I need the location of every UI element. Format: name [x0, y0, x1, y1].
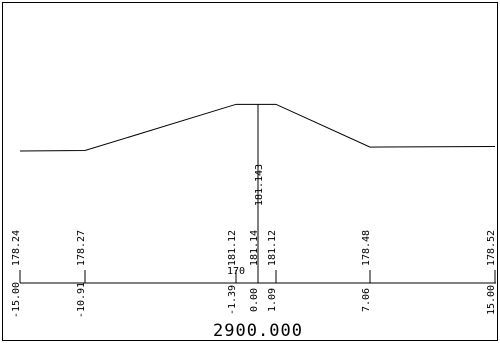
centerline-elevation-label: 181.143 — [254, 164, 265, 206]
elevation-label: 181.12 — [227, 230, 238, 266]
offset-label: 0.00 — [249, 288, 260, 312]
offset-label: 15.00 — [486, 285, 497, 315]
offset-label: 7.06 — [361, 288, 372, 312]
station-ticks: 178.24 -15.00 178.27 -10.91 181.12 -1.39 181.1… — [11, 230, 497, 318]
elevation-label: 181.12 — [267, 230, 278, 266]
offset-label: 1.09 — [267, 288, 278, 312]
offset-label: -1.39 — [227, 285, 238, 315]
offset-label: -10.91 — [76, 282, 87, 318]
offset-label: -15.00 — [11, 282, 22, 318]
elevation-label: 178.27 — [76, 230, 87, 266]
station-label: 2900.000 — [213, 321, 303, 341]
elevation-label: 178.48 — [361, 230, 372, 266]
elevation-label: 178.52 — [486, 230, 497, 266]
elevation-label: 178.24 — [11, 230, 22, 266]
elevation-label: 181.14 — [249, 230, 260, 266]
